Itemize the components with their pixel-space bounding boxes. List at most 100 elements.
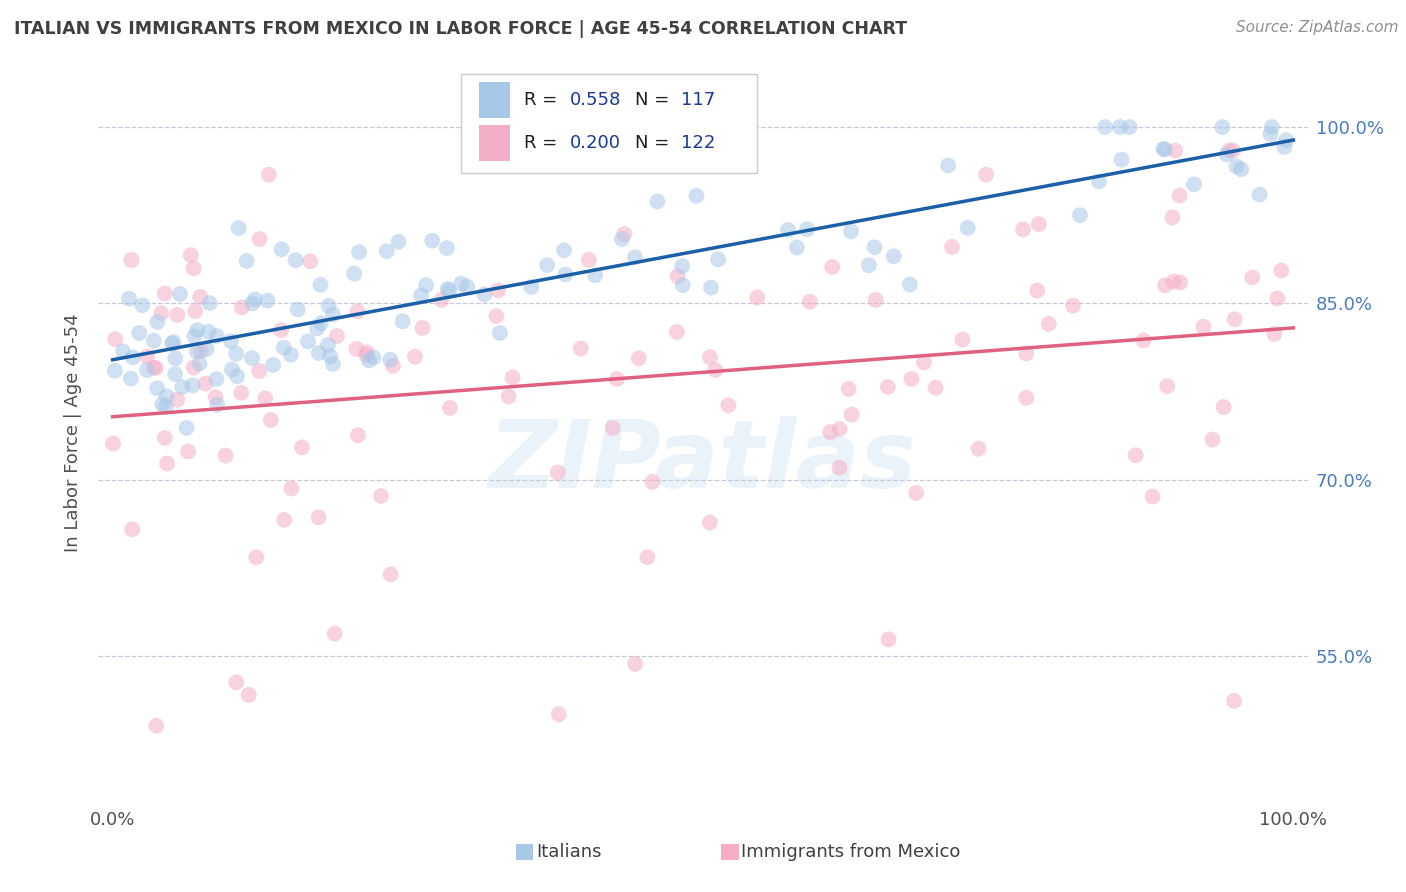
- Point: [924, 381, 946, 395]
- Point: [1168, 276, 1191, 290]
- Point: [181, 378, 204, 392]
- Point: [1152, 142, 1174, 156]
- Point: [225, 347, 247, 361]
- Point: [231, 385, 253, 400]
- Point: [381, 359, 404, 373]
- Point: [1201, 433, 1223, 447]
- Point: [146, 315, 169, 329]
- Point: [1230, 162, 1253, 177]
- Point: [231, 301, 253, 315]
- Point: [707, 252, 730, 267]
- Point: [172, 380, 194, 394]
- Point: [280, 348, 302, 362]
- Point: [498, 390, 520, 404]
- Point: [1026, 284, 1049, 298]
- Point: [318, 299, 340, 313]
- Text: Italians: Italians: [536, 843, 602, 861]
- Point: [346, 342, 368, 356]
- Point: [156, 457, 179, 471]
- Point: [1088, 174, 1111, 188]
- Point: [120, 371, 142, 385]
- Point: [665, 325, 688, 339]
- Point: [672, 278, 695, 293]
- Point: [1015, 346, 1038, 360]
- Point: [155, 400, 177, 414]
- Text: 117: 117: [682, 91, 716, 109]
- Point: [974, 168, 997, 182]
- Point: [952, 333, 974, 347]
- Point: [262, 358, 284, 372]
- Point: [180, 248, 202, 262]
- Point: [177, 444, 200, 458]
- Point: [120, 252, 142, 267]
- Point: [876, 380, 898, 394]
- Point: [145, 719, 167, 733]
- Point: [319, 349, 342, 363]
- Point: [375, 244, 398, 259]
- Point: [245, 550, 267, 565]
- Point: [486, 284, 509, 298]
- Point: [240, 351, 263, 365]
- Point: [323, 626, 346, 640]
- Point: [165, 351, 187, 366]
- Point: [1218, 144, 1240, 158]
- Point: [1132, 334, 1154, 348]
- Point: [841, 408, 863, 422]
- Point: [363, 351, 385, 365]
- Point: [450, 277, 472, 291]
- Point: [1015, 391, 1038, 405]
- Point: [569, 342, 592, 356]
- Point: [430, 293, 453, 307]
- Point: [322, 308, 344, 322]
- Point: [370, 489, 392, 503]
- Point: [156, 389, 179, 403]
- Point: [169, 287, 191, 301]
- Point: [863, 240, 886, 254]
- Point: [160, 336, 183, 351]
- Point: [1260, 127, 1282, 141]
- Point: [152, 397, 174, 411]
- Point: [839, 224, 862, 238]
- Point: [238, 688, 260, 702]
- Point: [1223, 694, 1246, 708]
- Point: [1249, 187, 1271, 202]
- Point: [536, 258, 558, 272]
- Point: [799, 294, 821, 309]
- Point: [357, 353, 380, 368]
- Point: [343, 267, 366, 281]
- Point: [1274, 140, 1296, 154]
- Point: [941, 240, 963, 254]
- Point: [967, 442, 990, 456]
- Point: [221, 362, 243, 376]
- Point: [1211, 120, 1233, 134]
- Point: [1142, 490, 1164, 504]
- Point: [548, 707, 571, 722]
- Point: [699, 351, 721, 365]
- Point: [308, 510, 330, 524]
- Point: [636, 550, 658, 565]
- Point: [1154, 278, 1177, 293]
- Point: [391, 314, 413, 328]
- Point: [485, 309, 508, 323]
- Point: [249, 232, 271, 246]
- Point: [865, 293, 887, 307]
- Point: [142, 360, 165, 375]
- Point: [316, 338, 339, 352]
- Point: [162, 334, 184, 349]
- Point: [838, 382, 860, 396]
- Point: [104, 332, 127, 346]
- Point: [247, 364, 270, 378]
- Point: [136, 350, 159, 364]
- Point: [146, 381, 169, 395]
- Text: Immigrants from Mexico: Immigrants from Mexico: [741, 843, 960, 861]
- Point: [380, 352, 402, 367]
- Point: [257, 168, 280, 182]
- Point: [613, 227, 636, 241]
- Point: [256, 293, 278, 308]
- Point: [883, 249, 905, 263]
- Text: N =: N =: [636, 91, 675, 109]
- Point: [183, 360, 205, 375]
- Point: [1156, 379, 1178, 393]
- Point: [214, 449, 236, 463]
- Point: [142, 334, 165, 348]
